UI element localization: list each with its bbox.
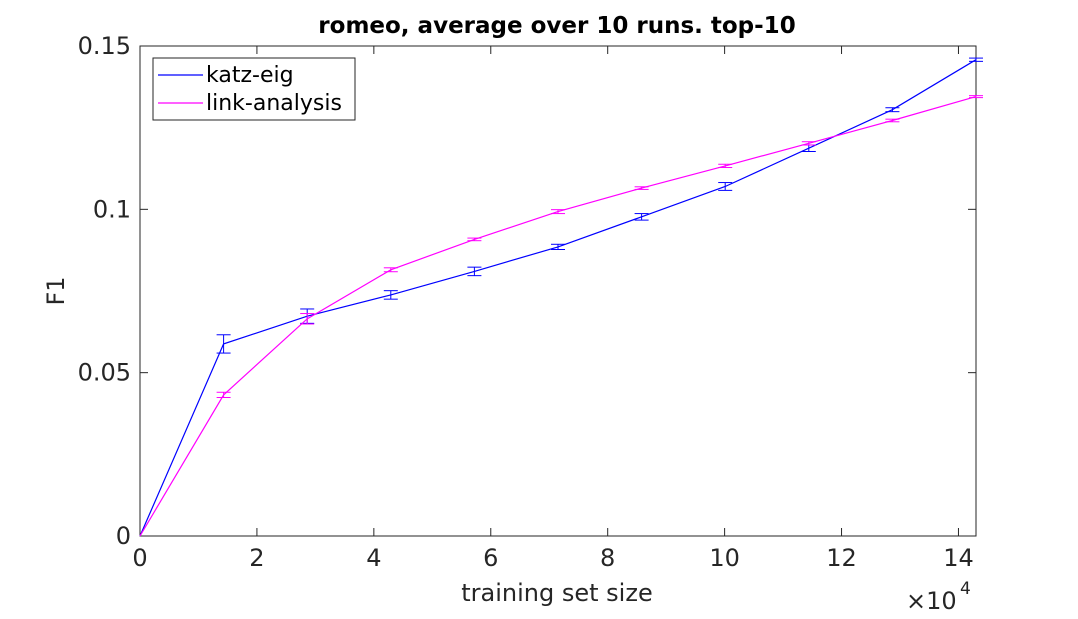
error-bar — [383, 290, 398, 300]
legend-label: katz-eig — [206, 63, 294, 88]
x-tick-label: 14 — [943, 544, 974, 572]
y-axis-label: F1 — [42, 276, 70, 305]
x-tick-label: 0 — [132, 544, 147, 572]
error-bar — [216, 391, 231, 398]
error-bar — [718, 163, 733, 169]
legend-entry: link-analysis — [158, 91, 342, 116]
x-axis-exponent: ×10 4 — [906, 579, 971, 615]
axis-ticks: 0 2 4 6 8 10 12 14 0 0.05 0.1 0.15 — [78, 32, 976, 572]
x-exponent-power: 4 — [960, 579, 971, 599]
x-tick-label: 6 — [483, 544, 498, 572]
legend-label: link-analysis — [206, 91, 342, 116]
legend-box — [152, 57, 356, 121]
y-tick-label: 0 — [116, 522, 131, 550]
legend-entry: katz-eig — [158, 63, 294, 88]
x-axis-label: training set size — [461, 579, 652, 607]
y-tick-label: 0.1 — [93, 195, 131, 223]
x-tick-label: 12 — [826, 544, 857, 572]
error-bar — [969, 57, 983, 62]
error-bar — [634, 186, 649, 190]
error-bar — [885, 107, 900, 113]
x-exponent-base: ×10 — [906, 587, 957, 615]
error-bar — [718, 182, 733, 191]
y-tick-label: 0.15 — [78, 32, 131, 60]
error-bar — [969, 95, 983, 99]
x-tick-label: 8 — [600, 544, 615, 572]
error-bar — [467, 266, 482, 277]
error-bar — [885, 118, 900, 123]
y-tick-label: 0.05 — [78, 359, 131, 387]
x-tick-label: 10 — [709, 544, 740, 572]
chart-title: romeo, average over 10 runs. top-10 — [318, 13, 795, 39]
error-bar — [634, 213, 649, 221]
series-lines — [139, 57, 983, 537]
error-bar — [216, 334, 231, 354]
plot-area — [139, 45, 977, 537]
error-bar — [300, 313, 315, 325]
legend: katz-eig link-analysis — [152, 57, 356, 121]
error-bar — [801, 141, 816, 146]
error-bar — [551, 209, 565, 215]
error-bar — [551, 243, 565, 251]
x-tick-label: 2 — [249, 544, 264, 572]
series-link-analysis — [139, 95, 983, 537]
error-bar — [467, 237, 482, 242]
x-tick-label: 4 — [366, 544, 381, 572]
error-bar — [383, 267, 398, 273]
